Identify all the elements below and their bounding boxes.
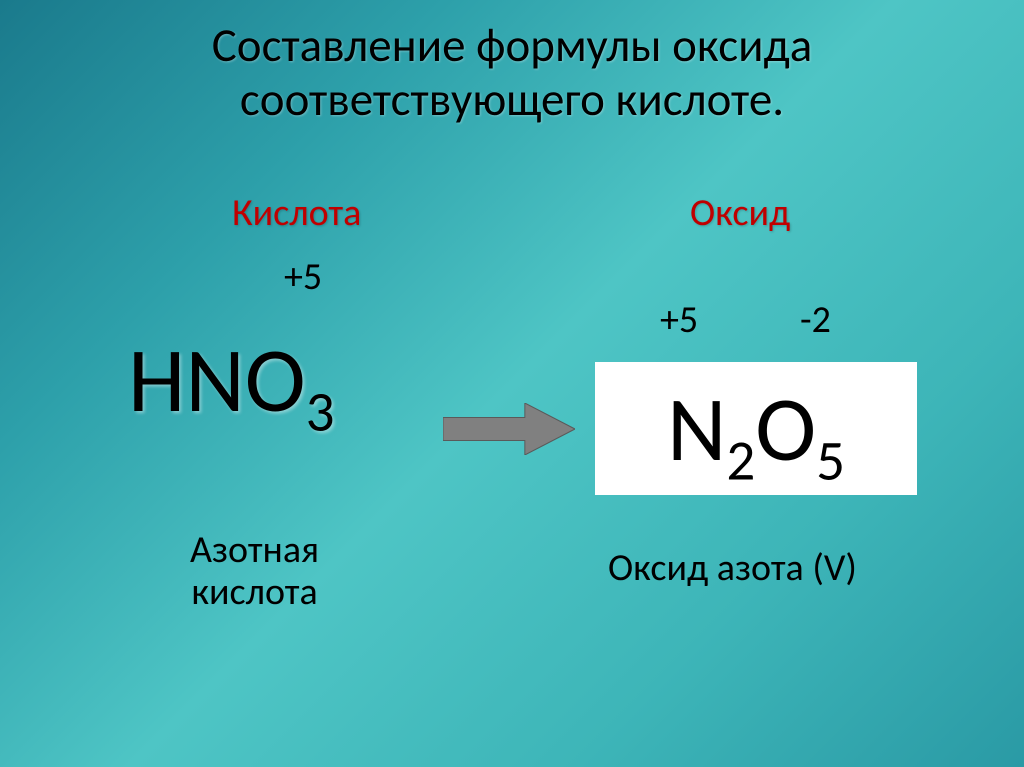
arrow-icon	[443, 403, 575, 455]
title-line1: Составление формулы оксида	[0, 18, 1024, 72]
charge-oxide-plus5: +5	[660, 297, 698, 343]
slide-title: Составление формулы оксида соответствующ…	[0, 0, 1024, 126]
acid-name-line2: кислота	[190, 572, 319, 614]
formula-oxide: N2O5	[667, 372, 845, 485]
formula-acid: HNO3	[128, 323, 335, 436]
charge-acid-plus5: +5	[284, 254, 322, 300]
charge-oxide-minus2: -2	[800, 297, 831, 343]
acid-name: Азотная кислота	[190, 530, 319, 614]
acid-name-line1: Азотная	[190, 530, 319, 572]
label-oxide: Оксид	[690, 190, 790, 236]
title-line2: соответствующего кислоте.	[0, 72, 1024, 126]
arrow-shape	[443, 403, 575, 455]
oxide-box: N2O5	[595, 362, 917, 495]
label-acid: Кислота	[232, 190, 361, 236]
oxide-name: Оксид азота (V)	[608, 545, 857, 591]
